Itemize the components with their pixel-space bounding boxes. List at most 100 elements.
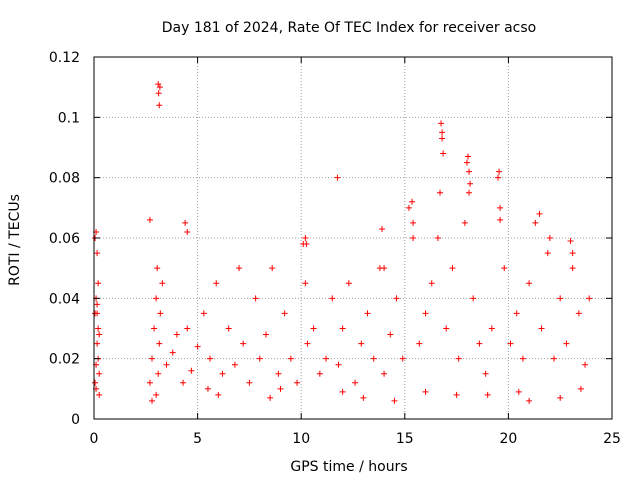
data-point (501, 265, 508, 272)
data-point (213, 280, 220, 287)
data-point (393, 295, 400, 302)
data-point (379, 225, 386, 232)
data-point (526, 397, 533, 404)
data-point (200, 310, 207, 317)
data-point (422, 388, 429, 395)
data-point (577, 385, 584, 392)
data-point (484, 391, 491, 398)
axis-ticks: 0 5 10 15 20 25 0 0.02 0.04 0.06 0.08 0.1 0.12 (49, 50, 621, 447)
data-point (557, 394, 564, 401)
data-point (339, 325, 346, 332)
data-point (262, 331, 269, 338)
data-point (519, 355, 526, 362)
data-point (536, 210, 543, 217)
data-point (153, 391, 160, 398)
data-point (586, 295, 593, 302)
data-point (482, 370, 489, 377)
x-tick-label: 0 (90, 431, 99, 447)
data-point (550, 355, 557, 362)
data-point (151, 325, 158, 332)
data-point (156, 102, 163, 109)
data-point (391, 397, 398, 404)
x-tick-label: 5 (193, 431, 202, 447)
data-point (515, 388, 522, 395)
data-point (155, 370, 162, 377)
data-point (507, 340, 514, 347)
data-point (455, 355, 462, 362)
data-point (96, 370, 103, 377)
data-point (94, 250, 101, 257)
data-point (495, 174, 502, 181)
data-point (256, 355, 263, 362)
y-axis-label: ROTI / TECUs (7, 194, 23, 286)
data-point (159, 280, 166, 287)
data-point (439, 129, 446, 136)
data-point (449, 265, 456, 272)
data-point (546, 235, 553, 241)
chart-title: Day 181 of 2024, Rate Of TEC Index for r… (162, 20, 537, 36)
y-tick-label: 0.04 (49, 291, 80, 307)
data-point (252, 295, 259, 302)
data-point (439, 135, 446, 142)
data-point (156, 340, 163, 347)
data-point (358, 340, 365, 347)
data-point (428, 280, 435, 287)
data-point (329, 295, 336, 302)
data-point (410, 235, 417, 241)
data-point (204, 385, 211, 392)
data-point (399, 355, 406, 362)
data-point (409, 198, 416, 205)
data-point (281, 310, 288, 317)
x-tick-label: 10 (292, 431, 310, 447)
data-point (538, 325, 545, 332)
data-point (335, 361, 342, 368)
data-point (461, 219, 468, 226)
data-point (302, 235, 309, 241)
data-point (466, 189, 473, 196)
data-point (236, 265, 243, 272)
data-point (582, 361, 589, 368)
data-point (96, 391, 103, 398)
data-point (352, 379, 359, 386)
data-point (149, 355, 156, 362)
x-tick-label: 20 (499, 431, 517, 447)
data-point (440, 150, 447, 157)
data-point (563, 340, 570, 347)
data-point (269, 265, 276, 272)
data-point (410, 219, 417, 226)
data-point (219, 370, 226, 377)
data-point (96, 331, 103, 338)
data-point (464, 153, 471, 160)
data-point (155, 90, 162, 97)
data-point (277, 385, 284, 392)
data-point (303, 241, 310, 248)
grid-lines (94, 57, 612, 419)
data-point (146, 379, 153, 386)
data-point (146, 216, 153, 223)
data-point (496, 168, 503, 175)
data-point (381, 265, 388, 272)
data-point (381, 370, 388, 377)
y-tick-label: 0.1 (58, 110, 80, 126)
data-point (463, 159, 470, 166)
data-point (360, 394, 367, 401)
data-point (434, 235, 441, 241)
data-point (438, 120, 445, 127)
data-point (497, 204, 504, 211)
y-tick-label: 0.02 (49, 352, 80, 368)
data-point (215, 391, 222, 398)
x-tick-label: 15 (396, 431, 414, 447)
data-point (156, 84, 163, 91)
data-point (443, 325, 450, 332)
data-point (302, 280, 309, 287)
data-point (370, 355, 377, 362)
data-point (557, 295, 564, 302)
data-point (422, 310, 429, 317)
data-point (304, 340, 311, 347)
data-point (488, 325, 495, 332)
data-point (154, 265, 161, 272)
data-point (345, 280, 352, 287)
data-point (157, 310, 164, 317)
data-point (497, 216, 504, 223)
data-point (153, 295, 160, 302)
